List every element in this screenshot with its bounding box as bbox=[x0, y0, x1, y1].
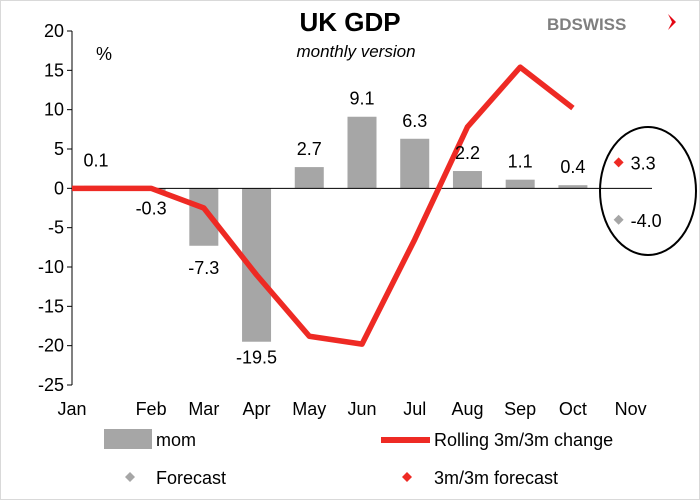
bar-data-label: 2.7 bbox=[297, 139, 322, 159]
x-tick-label: Feb bbox=[136, 399, 167, 419]
brand-chevron-icon bbox=[668, 14, 676, 30]
y-tick-label: 5 bbox=[54, 139, 64, 159]
x-tick-label: Oct bbox=[559, 399, 587, 419]
y-tick-label: 0 bbox=[54, 178, 64, 198]
bar-sep bbox=[505, 179, 535, 189]
bar-data-label: -7.3 bbox=[188, 258, 219, 278]
chart-subtitle: monthly version bbox=[296, 42, 415, 61]
x-tick-label: Mar bbox=[188, 399, 219, 419]
x-tick-label: Aug bbox=[451, 399, 483, 419]
bar-data-label: 0.4 bbox=[560, 157, 585, 177]
forecast-data-label: 3.3 bbox=[631, 153, 656, 173]
x-tick-label: Sep bbox=[504, 399, 536, 419]
x-tick-label: Jan bbox=[57, 399, 86, 419]
line-series bbox=[72, 64, 575, 347]
x-tick-label: Jul bbox=[403, 399, 426, 419]
forecast-points: -4.0 3.3 bbox=[613, 153, 662, 231]
bar-jun bbox=[347, 116, 377, 189]
legend-label-forecast: Forecast bbox=[156, 468, 226, 488]
legend-swatch-forecast bbox=[125, 472, 135, 482]
x-tick-label: Apr bbox=[243, 399, 271, 419]
bar-series bbox=[83, 116, 588, 342]
y-tick-label: 10 bbox=[44, 100, 64, 120]
bar-data-label: -0.3 bbox=[136, 198, 167, 218]
axes bbox=[71, 31, 652, 385]
chart-title: UK GDP bbox=[299, 7, 400, 37]
rolling-3m-3m-line bbox=[72, 64, 575, 347]
y-tick-label: -10 bbox=[38, 257, 64, 277]
legend-label-rolling: Rolling 3m/3m change bbox=[434, 430, 613, 450]
brand-logo: BDSWISS bbox=[547, 14, 676, 34]
brand-name: BDSWISS bbox=[547, 15, 626, 34]
bar-data-label: 6.3 bbox=[402, 111, 427, 131]
y-tick-label: 15 bbox=[44, 60, 64, 80]
legend-label-mom: mom bbox=[156, 430, 196, 450]
forecast-data-label: -4.0 bbox=[631, 211, 662, 231]
y-tick-label: -15 bbox=[38, 296, 64, 316]
bar-data-labels: 0.1 -0.3 -7.3 -19.5 2.7 9.1 6.3 2.2 1.1 0.4 bbox=[83, 89, 585, 368]
bar-aug bbox=[452, 171, 482, 189]
bar-data-label: -19.5 bbox=[236, 348, 277, 368]
gray-forecast-marker bbox=[613, 214, 624, 225]
bar-may bbox=[294, 167, 324, 189]
y-tick-label: -25 bbox=[38, 375, 64, 395]
bar-jul bbox=[400, 138, 430, 189]
legend-label-3m3m-forecast: 3m/3m forecast bbox=[434, 468, 558, 488]
bar-data-label: 1.1 bbox=[508, 152, 533, 172]
legend-swatch-mom bbox=[104, 429, 152, 449]
forecast-highlight-ellipse bbox=[599, 126, 697, 256]
bar-data-label: 2.2 bbox=[455, 143, 480, 163]
bar-data-label: 0.1 bbox=[83, 150, 108, 170]
x-axis: Jan Feb Mar Apr May Jun Jul Aug Sep Oct Nov bbox=[57, 399, 646, 419]
bar-data-label: 9.1 bbox=[349, 89, 374, 109]
legend-swatch-3m3m-forecast bbox=[402, 472, 412, 482]
legend: mom Rolling 3m/3m change Forecast 3m/3m for… bbox=[104, 429, 613, 488]
y-tick-label: -5 bbox=[48, 218, 64, 238]
x-tick-label: Nov bbox=[615, 399, 647, 419]
red-forecast-marker bbox=[613, 157, 624, 168]
y-tick-label: -20 bbox=[38, 336, 64, 356]
x-tick-label: Jun bbox=[347, 399, 376, 419]
y-axis: 20 15 10 5 0 -5 -10 -15 -20 -25 bbox=[38, 21, 72, 395]
x-tick-label: May bbox=[292, 399, 326, 419]
y-tick-label: 20 bbox=[44, 21, 64, 41]
bar-oct bbox=[558, 185, 588, 189]
y-axis-unit: % bbox=[96, 44, 112, 64]
